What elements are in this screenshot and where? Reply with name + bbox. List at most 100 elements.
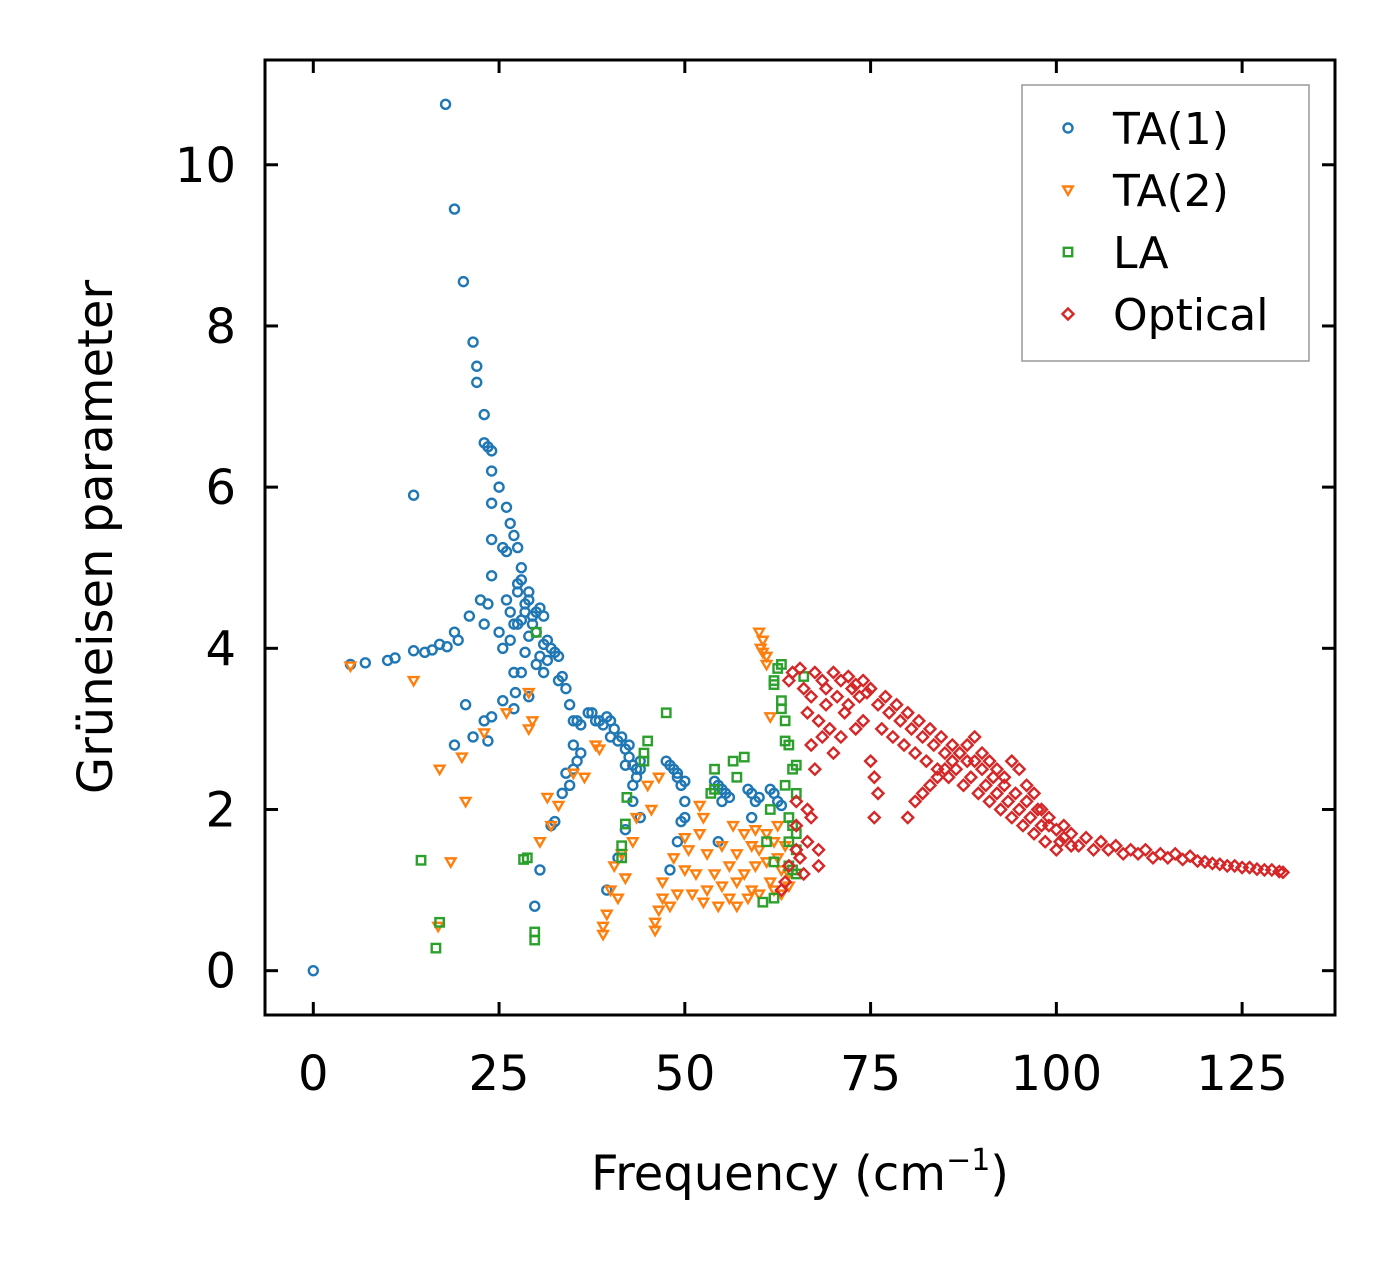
data-point <box>452 634 464 646</box>
data-point <box>818 697 834 712</box>
data-point <box>441 641 453 653</box>
data-point <box>677 833 692 845</box>
data-point <box>525 716 540 729</box>
data-point <box>655 893 670 906</box>
data-point <box>792 661 808 676</box>
data-point <box>655 877 670 890</box>
data-point <box>907 745 923 761</box>
data-point <box>1182 849 1198 864</box>
data-point <box>707 869 722 882</box>
data-point <box>841 669 856 684</box>
data-point <box>967 753 982 769</box>
data-point <box>937 745 953 761</box>
data-point <box>822 721 837 737</box>
data-point <box>523 690 535 703</box>
data-point <box>1008 786 1023 801</box>
data-point <box>608 723 620 735</box>
data-point <box>625 837 640 849</box>
data-point <box>982 794 997 809</box>
data-point <box>796 866 811 882</box>
data-point <box>737 828 752 841</box>
x-axis-title: Frequency (cm−1) <box>591 1143 1009 1202</box>
data-point <box>738 751 750 763</box>
data-point <box>567 739 580 751</box>
data-point <box>893 713 908 729</box>
data-point <box>709 783 720 795</box>
x-axis-title-superscript: −1 <box>946 1143 990 1178</box>
data-point <box>1101 842 1116 857</box>
data-point <box>878 689 893 704</box>
data-point <box>1000 794 1016 809</box>
data-point <box>1034 802 1049 817</box>
data-point <box>648 917 662 930</box>
data-point <box>616 840 628 852</box>
data-point <box>945 753 960 769</box>
data-point <box>1093 834 1109 849</box>
data-point <box>889 697 904 712</box>
data-point <box>727 755 739 767</box>
data-point <box>467 336 479 348</box>
data-point <box>582 707 594 719</box>
y-axis-title: Grüneisen parameter <box>68 280 124 795</box>
data-point <box>900 810 915 825</box>
data-point <box>833 673 849 688</box>
data-point <box>911 713 927 729</box>
data-point <box>638 747 650 759</box>
data-point <box>956 778 971 793</box>
data-point <box>874 721 889 737</box>
data-point <box>497 694 509 707</box>
data-point <box>971 786 986 801</box>
x-tick-label: 100 <box>1011 1046 1103 1102</box>
legend-marker-diamond-icon <box>1060 306 1076 322</box>
data-point <box>811 842 826 857</box>
data-point <box>530 626 542 638</box>
data-point <box>629 812 644 825</box>
data-point <box>448 203 461 215</box>
axis-ticks <box>265 60 1335 1015</box>
data-point <box>748 824 763 837</box>
data-point <box>826 745 841 761</box>
y-tick-label: 10 <box>175 138 236 194</box>
data-point <box>537 610 550 622</box>
data-point <box>499 708 514 720</box>
data-point <box>1056 830 1071 845</box>
data-point <box>1145 850 1161 866</box>
data-point <box>870 786 886 801</box>
data-point <box>1064 838 1079 853</box>
data-point <box>566 768 581 781</box>
data-point <box>764 804 776 815</box>
data-point <box>798 671 810 682</box>
data-point <box>796 681 811 696</box>
data-point <box>1049 822 1064 837</box>
data-point <box>1012 762 1027 777</box>
data-point <box>596 921 610 934</box>
x-tick-label: 125 <box>1196 1046 1288 1102</box>
data-point <box>497 642 509 655</box>
data-point <box>752 627 767 640</box>
data-point <box>485 711 498 723</box>
data-point <box>963 770 979 785</box>
data-point <box>666 853 681 866</box>
data-point <box>1023 810 1038 825</box>
data-point <box>660 707 672 719</box>
data-point <box>885 729 901 745</box>
data-point <box>651 905 666 918</box>
data-point <box>844 681 860 696</box>
data-point <box>485 465 498 477</box>
data-point <box>651 772 666 785</box>
data-point <box>775 799 788 812</box>
data-point <box>761 836 772 848</box>
data-point <box>982 753 997 769</box>
data-point <box>1004 810 1019 825</box>
data-point <box>556 670 568 683</box>
data-point <box>692 800 707 813</box>
data-point <box>978 778 993 793</box>
data-point <box>731 771 743 783</box>
data-point <box>599 909 614 922</box>
data-point <box>533 837 547 849</box>
data-point <box>685 889 700 902</box>
data-point <box>741 893 755 906</box>
data-point <box>696 897 711 910</box>
y-tick-label: 0 <box>205 944 236 1000</box>
data-point <box>563 779 576 792</box>
